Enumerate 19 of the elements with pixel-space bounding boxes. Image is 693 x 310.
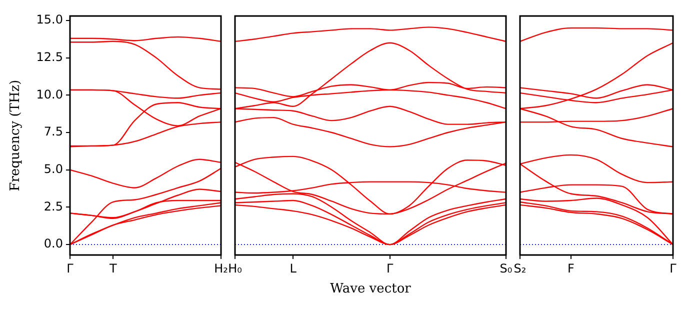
y-tick-label: 12.5 xyxy=(36,50,63,64)
x-tick-label: F xyxy=(568,261,575,276)
x-tick-label: T xyxy=(108,261,118,276)
y-tick-label: 10.0 xyxy=(36,87,63,102)
y-axis-title: Frequency (THz) xyxy=(8,80,24,192)
x-tick-label: H₀ xyxy=(228,261,242,276)
x-tick-label: Γ xyxy=(670,261,677,276)
y-tick-label: 2.5 xyxy=(44,199,63,214)
x-tick-label: Γ xyxy=(386,261,394,276)
y-tick-label: 0.0 xyxy=(44,236,63,251)
x-tick-label: Γ xyxy=(66,261,74,276)
x-tick-label: L xyxy=(290,261,297,276)
y-tick-label: 7.5 xyxy=(44,124,63,139)
x-tick-label: S₂ xyxy=(514,261,526,276)
x-tick-label: H₂ xyxy=(214,261,228,276)
y-tick-label: 15.0 xyxy=(36,12,63,27)
x-tick-label: S₀ xyxy=(500,261,512,276)
y-tick-label: 5.0 xyxy=(44,162,63,176)
x-axis-title: Wave vector xyxy=(330,282,412,297)
